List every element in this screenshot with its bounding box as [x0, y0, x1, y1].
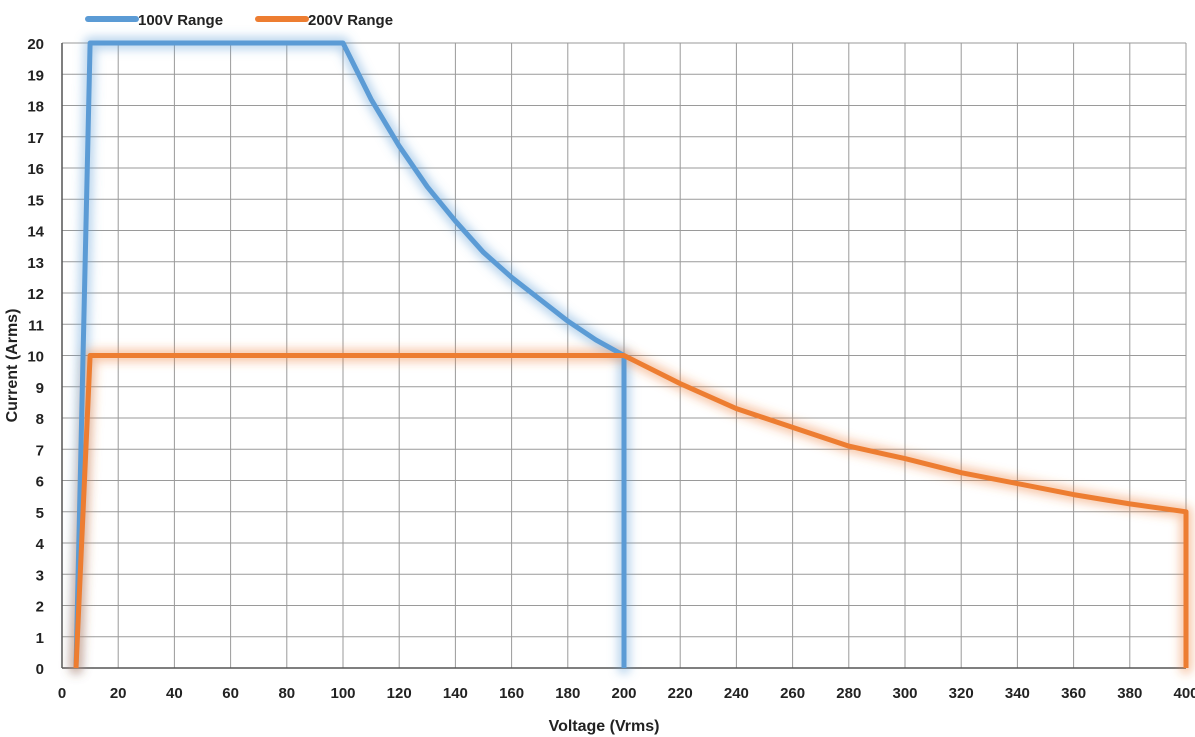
y-tick-label: 6: [36, 474, 44, 491]
x-axis-tick-labels: 0 20 40 60 80 100 120 140 160 180 200 220 240 260 280 3…: [58, 685, 1195, 702]
series-line-1: [73, 40, 627, 669]
x-tick-label: 360: [1061, 685, 1086, 702]
y-axis-title: Current (Arms): [4, 309, 21, 423]
x-tick-label: 140: [443, 685, 468, 702]
y-tick-label: 8: [36, 411, 44, 428]
y-tick-label: 11: [28, 317, 44, 334]
y-tick-label: 15: [27, 192, 44, 209]
legend-label-1: 100V Range: [138, 12, 223, 29]
series-line-2: [73, 353, 1189, 669]
x-tick-label: 340: [1005, 685, 1030, 702]
x-tick-label: 120: [387, 685, 412, 702]
y-tick-label: 2: [36, 599, 44, 616]
y-tick-label: 7: [36, 442, 44, 459]
y-tick-label: 0: [36, 661, 44, 678]
x-tick-label: 180: [555, 685, 580, 702]
y-tick-label: 20: [27, 36, 44, 53]
series-lines: [73, 40, 1189, 669]
x-tick-label: 40: [166, 685, 183, 702]
x-tick-label: 60: [222, 685, 239, 702]
y-tick-label: 3: [36, 567, 44, 584]
y-tick-label: 12: [27, 286, 44, 303]
x-tick-label: 100: [330, 685, 355, 702]
x-tick-label: 20: [110, 685, 127, 702]
x-tick-label: 220: [668, 685, 693, 702]
x-tick-label: 200: [611, 685, 636, 702]
y-tick-label: 16: [27, 161, 44, 178]
y-tick-label: 10: [27, 349, 44, 366]
x-tick-label: 160: [499, 685, 524, 702]
y-tick-label: 17: [27, 130, 44, 147]
legend: 100V Range 200V Range: [85, 12, 393, 29]
x-tick-label: 80: [278, 685, 295, 702]
y-tick-label: 14: [27, 224, 44, 241]
x-tick-label: 0: [58, 685, 66, 702]
y-tick-label: 13: [27, 255, 44, 272]
y-tick-label: 1: [36, 630, 44, 647]
y-tick-label: 9: [36, 380, 44, 397]
x-tick-label: 320: [949, 685, 974, 702]
y-tick-label: 18: [27, 99, 44, 116]
y-tick-label: 4: [36, 536, 45, 553]
x-tick-label: 380: [1117, 685, 1142, 702]
x-tick-label: 280: [836, 685, 861, 702]
x-tick-label: 240: [724, 685, 749, 702]
x-tick-label: 260: [780, 685, 805, 702]
x-axis-title: Voltage (Vrms): [549, 718, 660, 735]
y-tick-label: 19: [27, 67, 44, 84]
x-tick-label: 400: [1173, 685, 1195, 702]
y-tick-label: 5: [36, 505, 44, 522]
legend-label-2: 200V Range: [308, 12, 393, 29]
x-tick-label: 300: [892, 685, 917, 702]
